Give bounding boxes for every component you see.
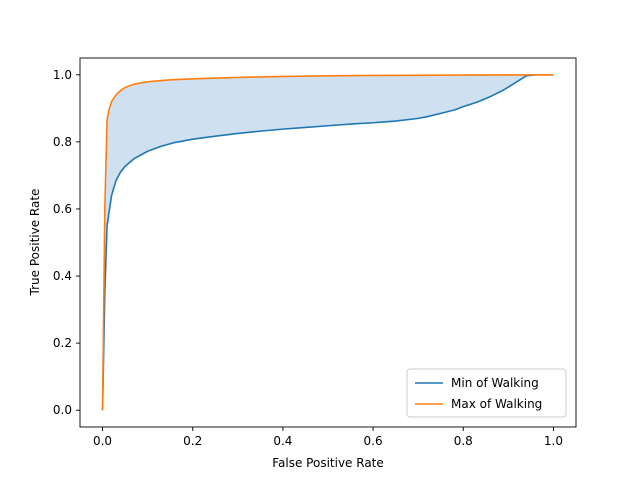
plot-area [101, 73, 554, 411]
x-tick-label: 0.4 [273, 434, 292, 448]
axes: 0.0 0.2 0.4 0.6 0.8 1.0 0.0 0.2 0.4 0.6 0.8 1.0 [53, 57, 577, 448]
legend-box [406, 368, 567, 418]
x-tick-label: 1.0 [544, 434, 563, 448]
legend-label: Min of Walking [451, 376, 539, 390]
series-line-min [101, 73, 554, 411]
x-tick-label: 0.6 [364, 434, 383, 448]
x-tick-label: 0.2 [183, 434, 202, 448]
series-line-max [101, 73, 554, 411]
y-axis-label: True Positive Rate [28, 189, 42, 297]
y-tick-label: 0.4 [53, 269, 72, 283]
y-tick-label: 0.2 [53, 336, 72, 350]
y-tick-label: 0.6 [53, 202, 72, 216]
fill-between-area [102, 74, 554, 411]
x-tick-label: 0.0 [93, 434, 112, 448]
y-tick-label: 1.0 [53, 68, 72, 82]
x-axis-label: False Positive Rate [272, 456, 384, 470]
y-tick-label: 0.8 [53, 135, 72, 149]
legend: Min of Walking Max of Walking [406, 368, 567, 418]
legend-label: Max of Walking [451, 397, 542, 411]
y-tick-label: 0.0 [53, 403, 72, 417]
x-tick-label: 0.8 [454, 434, 473, 448]
axes-frame [79, 57, 577, 428]
